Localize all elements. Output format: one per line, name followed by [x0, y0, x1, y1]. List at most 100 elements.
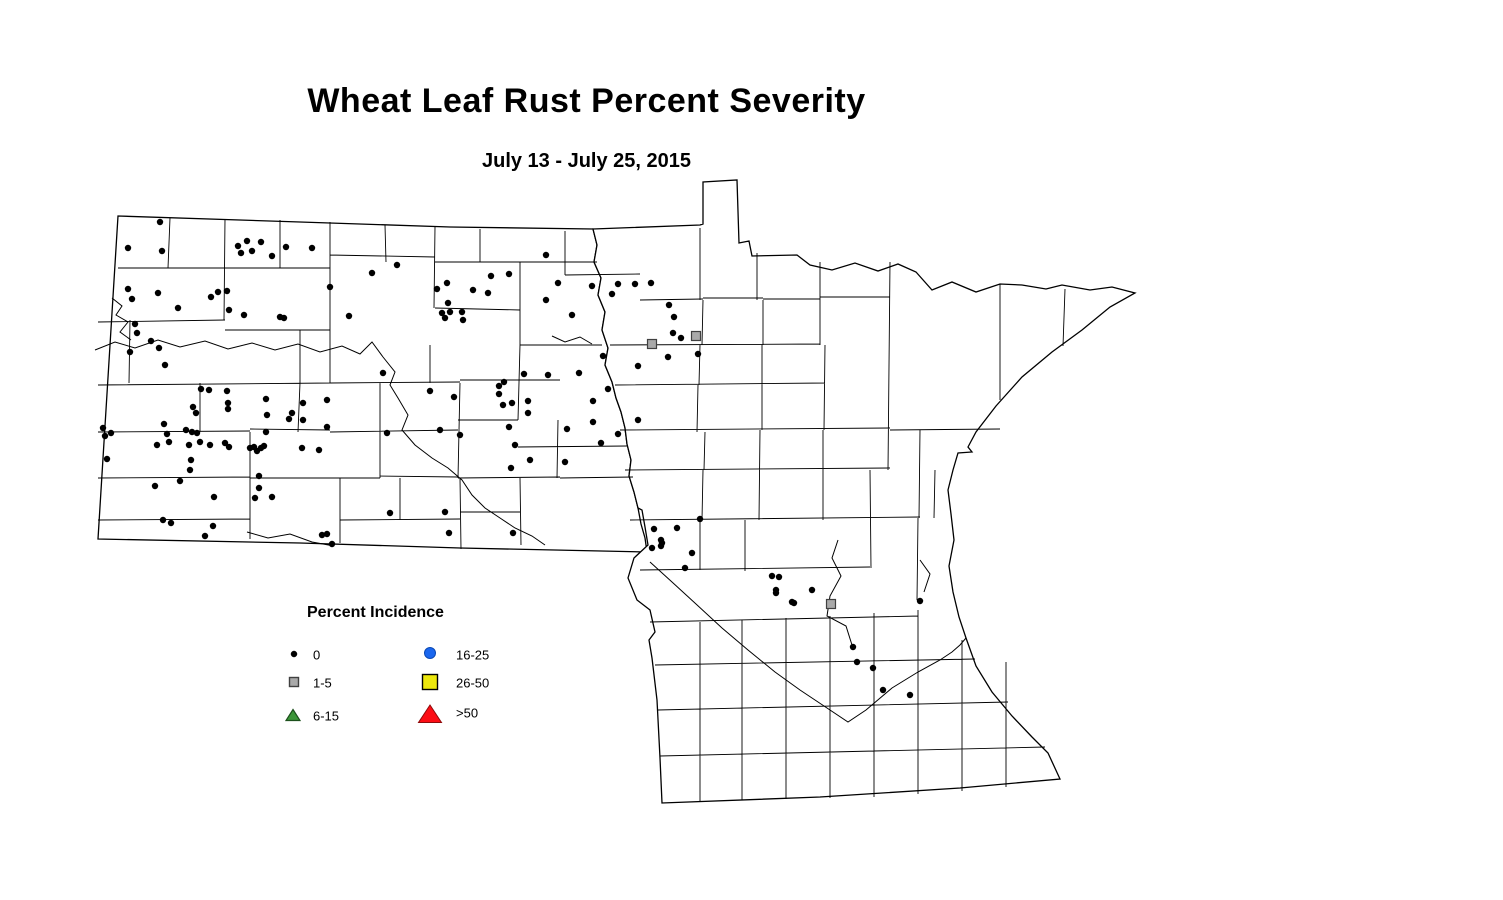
map-point-zero: [237, 249, 245, 257]
legend-16-25-label: 16-25: [456, 647, 490, 663]
map-point-zero: [315, 446, 323, 454]
map-point-zero: [509, 529, 517, 537]
map-point-zero: [154, 289, 162, 297]
map-point-zero: [205, 386, 213, 394]
map-point-zero: [599, 352, 607, 360]
map-point-zero: [664, 353, 672, 361]
map-point-zero: [160, 420, 168, 428]
map-point-zero: [696, 515, 704, 523]
map-point-zero: [260, 442, 268, 450]
map-point-zero: [441, 314, 449, 322]
map-point-zero: [916, 597, 924, 605]
page-subtitle: July 13 - July 25, 2015: [481, 150, 692, 172]
map-point-zero: [597, 439, 605, 447]
river-lines: [94, 297, 967, 723]
map-point-zero: [268, 493, 276, 501]
map-point-zero: [524, 409, 532, 417]
page-title: Wheat Leaf Rust Percent Severity: [307, 82, 866, 120]
map-point-zero: [224, 405, 232, 413]
map-point-zero: [441, 508, 449, 516]
map-point-zero: [561, 458, 569, 466]
map-point-zero: [323, 396, 331, 404]
map-point-zero: [174, 304, 182, 312]
map-point-zero: [849, 643, 857, 651]
map-point-zero: [243, 237, 251, 245]
map-point-zero: [182, 426, 190, 434]
map-point-zero: [196, 438, 204, 446]
map-point-zero: [299, 399, 307, 407]
map-point-zero: [648, 544, 656, 552]
map-point-zero: [575, 369, 583, 377]
map-point-zero: [159, 516, 167, 524]
legend-1-5-label: 1-5: [313, 675, 332, 691]
map-point-zero: [554, 279, 562, 287]
map-point-zero: [187, 456, 195, 464]
map-point-zero: [262, 395, 270, 403]
map-point-zero: [163, 430, 171, 438]
map-point-zero: [214, 288, 222, 296]
map-point-zero: [298, 444, 306, 452]
map-point-zero: [323, 423, 331, 431]
map-point-zero: [285, 415, 293, 423]
map-point-zero: [151, 482, 159, 490]
map-point-zero: [248, 247, 256, 255]
map-point-zero: [495, 382, 503, 390]
map-point-zero: [240, 311, 248, 319]
map-point-zero: [225, 443, 233, 451]
map-point-zero: [657, 542, 665, 550]
map-point-zero: [426, 387, 434, 395]
map-point-zero: [456, 431, 464, 439]
map-point-zero: [906, 691, 914, 699]
legend-zero-dot-icon: [289, 649, 299, 659]
legend-26-50-label: 26-50: [456, 675, 490, 691]
map-point-zero: [458, 308, 466, 316]
map-point-zero: [326, 283, 334, 291]
map-point-zero: [165, 438, 173, 446]
map-point-zero: [323, 530, 331, 538]
map-point-zero: [223, 287, 231, 295]
map-point-zero: [221, 439, 229, 447]
map-point-zero: [255, 484, 263, 492]
map-point-zero: [192, 409, 200, 417]
points-layer: [99, 218, 924, 699]
map-point-zero: [386, 509, 394, 517]
map-point-zero: [282, 243, 290, 251]
map-point-zero: [308, 244, 316, 252]
map-point-zero: [604, 385, 612, 393]
map-point-zero: [188, 428, 196, 436]
map-point-zero: [469, 286, 477, 294]
map-point-zero: [443, 279, 451, 287]
map-point-zero: [520, 370, 528, 378]
map-point-zero: [368, 269, 376, 277]
minnesota-outline: [592, 179, 1137, 804]
legend-gt50-triangle-icon: [417, 704, 443, 725]
map-point-zero: [614, 280, 622, 288]
map-point-zero: [99, 424, 107, 432]
map-point-zero: [147, 337, 155, 345]
map-point-zero: [542, 251, 550, 259]
map-point-zero: [505, 270, 513, 278]
map-point-zero: [484, 289, 492, 297]
map-point-zero: [185, 441, 193, 449]
map-point-zero: [251, 494, 259, 502]
map-point-zero: [444, 299, 452, 307]
map-point-zero: [288, 409, 296, 417]
map-point-zero: [634, 362, 642, 370]
map-point-zero: [263, 411, 271, 419]
map-point-zero: [124, 285, 132, 293]
map-point-zero: [101, 432, 109, 440]
legend-1-5-square-icon: [288, 676, 300, 688]
map-point-zero: [500, 378, 508, 386]
map-point-1-5: [646, 338, 658, 350]
map-point-zero: [694, 350, 702, 358]
map-point-zero: [588, 282, 596, 290]
map-point-zero: [124, 244, 132, 252]
map-point-zero: [670, 313, 678, 321]
map-point-zero: [631, 280, 639, 288]
map-point-zero: [459, 316, 467, 324]
map-point-zero: [299, 416, 307, 424]
map-point-zero: [318, 531, 326, 539]
map-point-zero: [688, 549, 696, 557]
map-point-zero: [505, 423, 513, 431]
map-point-zero: [772, 589, 780, 597]
